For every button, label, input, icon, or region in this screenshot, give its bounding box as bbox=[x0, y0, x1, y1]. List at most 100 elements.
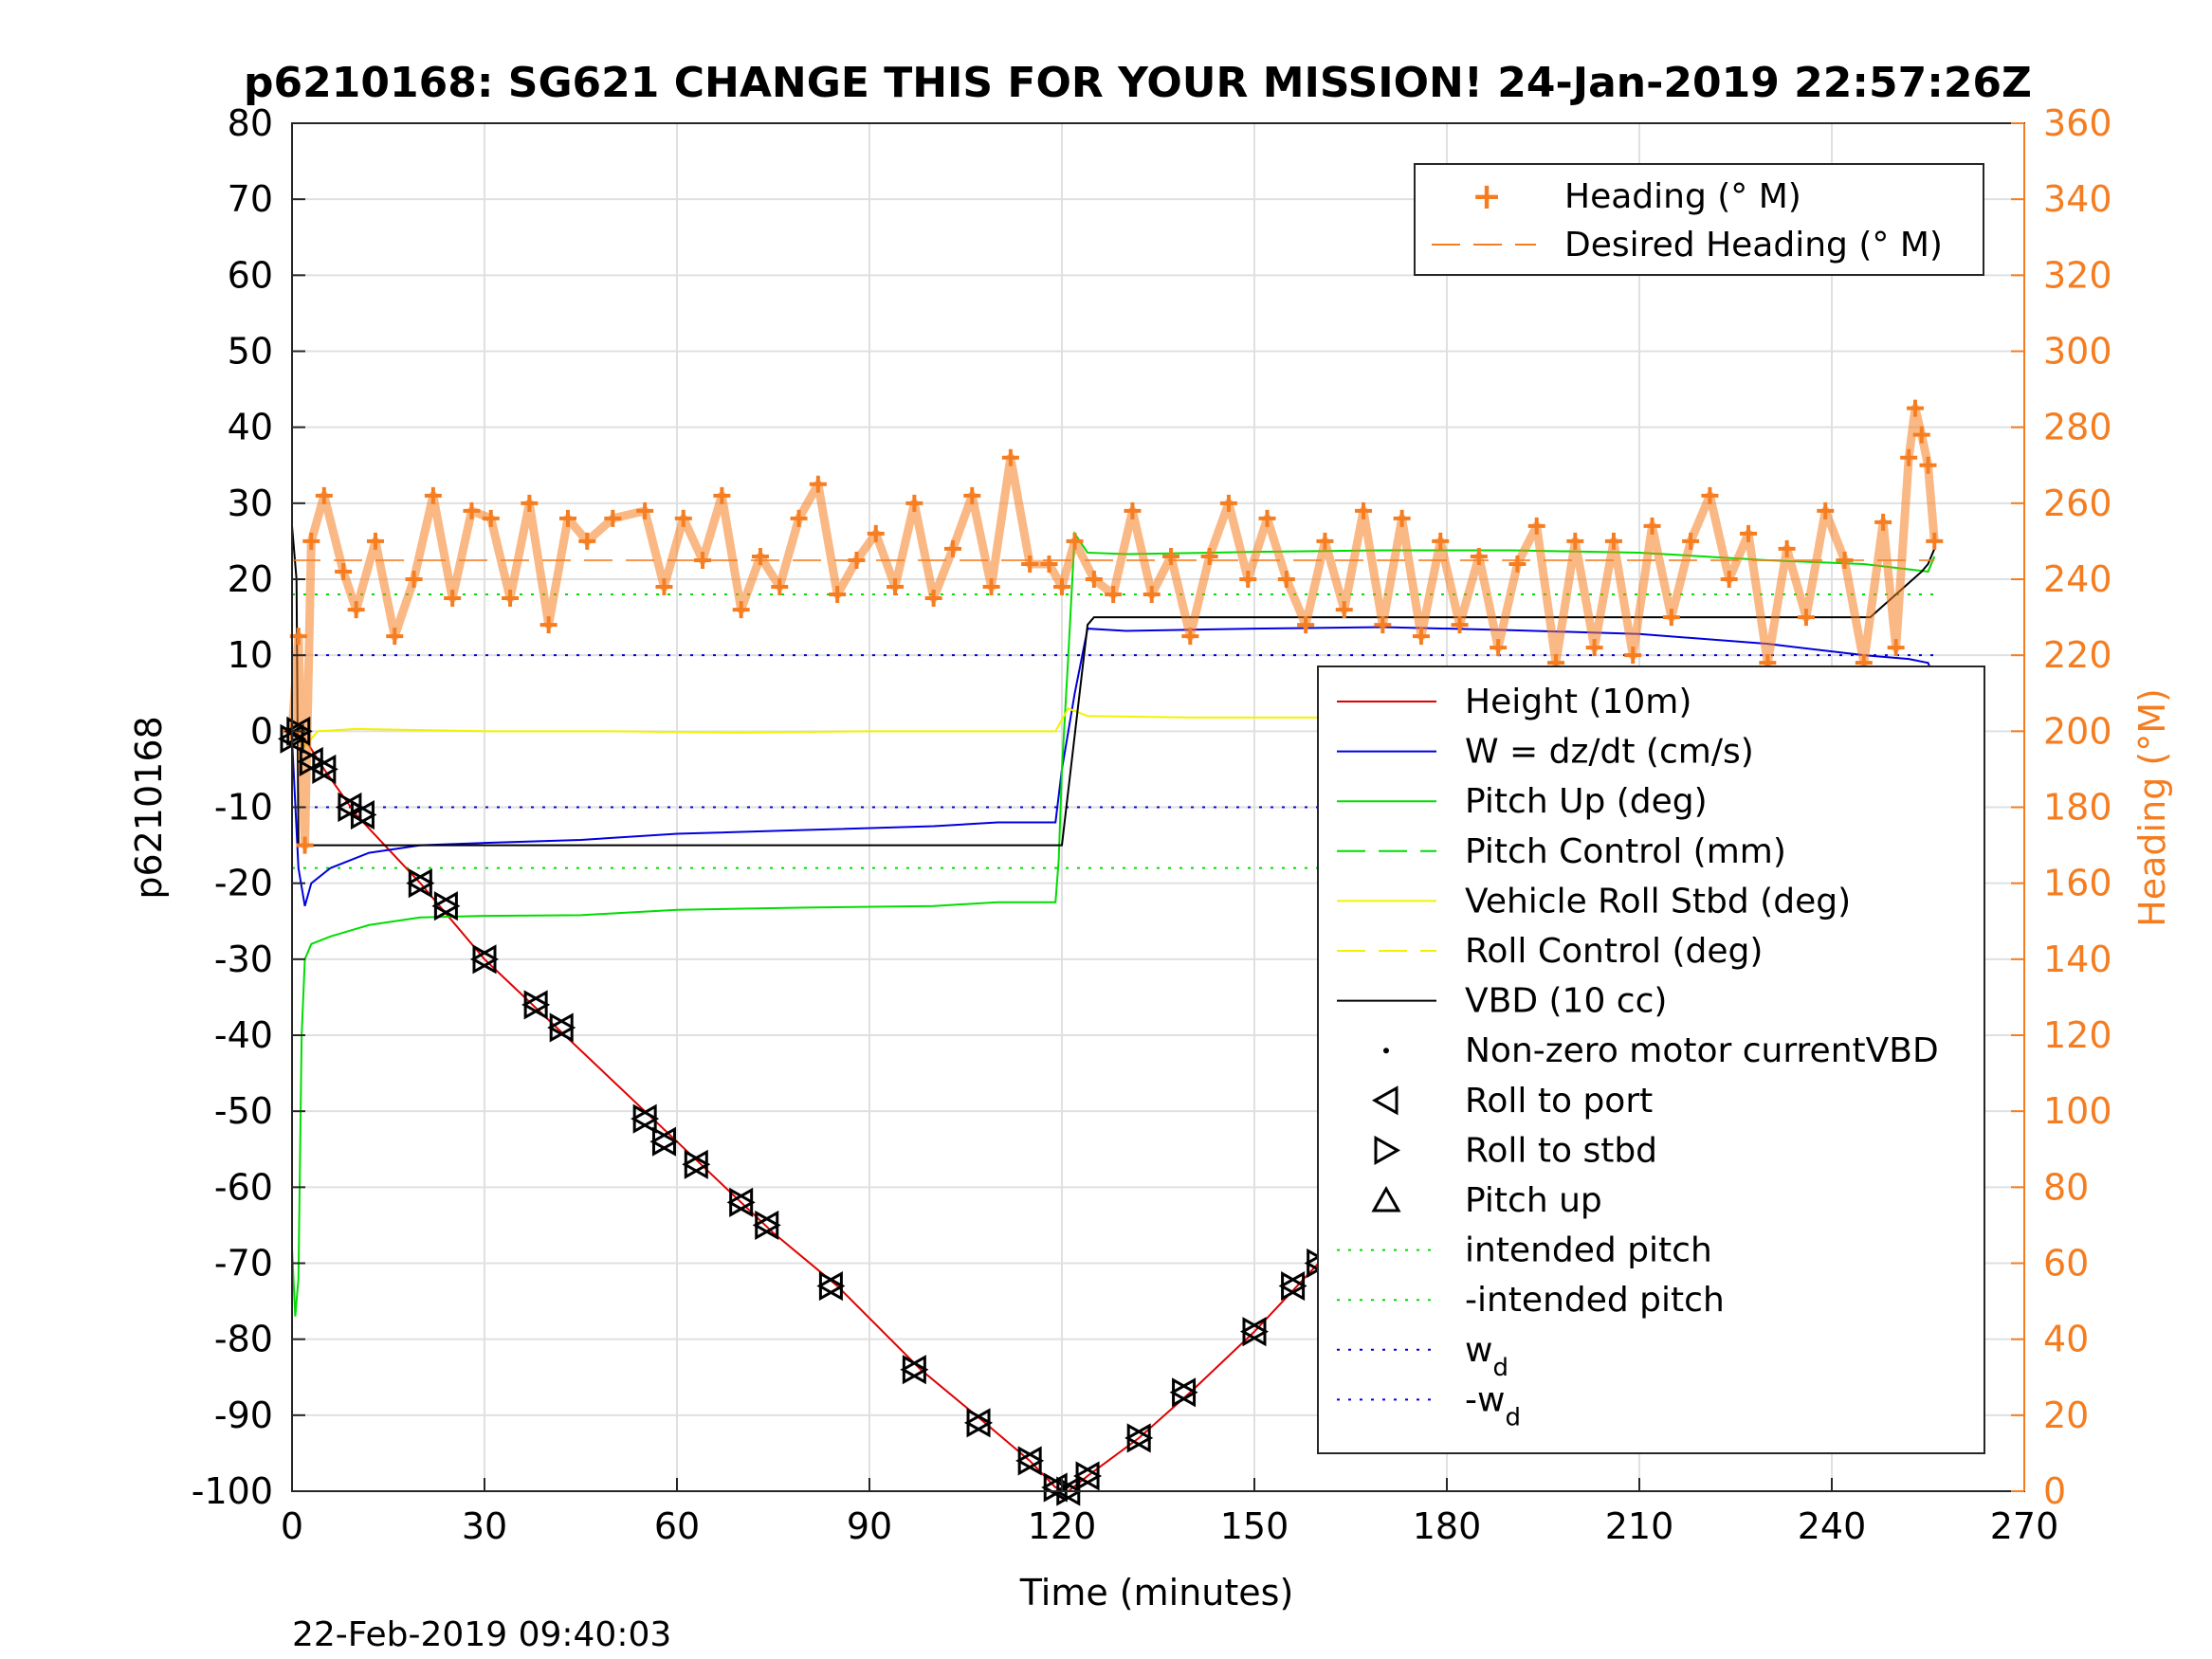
roll-to-stbd-marker bbox=[1242, 1317, 1270, 1347]
x-tick-label: 240 bbox=[1798, 1505, 1867, 1547]
roll-to-stbd-marker bbox=[1281, 1270, 1307, 1302]
y2-tick-label: 80 bbox=[2043, 1166, 2089, 1208]
y-tick-label: 80 bbox=[228, 102, 273, 144]
legend-label: Roll Control (deg) bbox=[1465, 932, 1763, 971]
roll-to-stbd-marker bbox=[651, 1126, 679, 1157]
roll-marker bbox=[521, 990, 551, 1020]
roll-to-stbd-marker bbox=[1043, 1472, 1070, 1503]
legend-swatch bbox=[1374, 1135, 1401, 1165]
y-tick-label: -60 bbox=[214, 1166, 273, 1208]
legend-label: Non-zero motor currentVBD bbox=[1465, 1031, 1939, 1070]
roll-to-stbd-marker bbox=[286, 716, 313, 746]
y-tick-label: 0 bbox=[250, 710, 273, 752]
roll-marker bbox=[431, 891, 461, 921]
legend-entry: Roll to stbd bbox=[1374, 1131, 1657, 1170]
roll-marker bbox=[348, 799, 377, 830]
legend-entry: Pitch Control (mm) bbox=[1337, 832, 1786, 871]
footer-date: 22-Feb-2019 09:40:03 bbox=[292, 1615, 671, 1654]
heading-legend-box bbox=[1414, 163, 1984, 276]
legend-label: Pitch up bbox=[1465, 1181, 1602, 1220]
roll-to-stbd-marker bbox=[1075, 1461, 1103, 1491]
y-axis-label: p6210168 bbox=[128, 716, 170, 899]
roll-marker bbox=[752, 1210, 781, 1240]
y-tick-label: 10 bbox=[228, 634, 273, 676]
legend-entry: Roll Control (deg) bbox=[1337, 932, 1763, 971]
roll-marker bbox=[963, 1408, 994, 1438]
x-tick-label: 90 bbox=[847, 1505, 892, 1547]
roll-to-stbd-marker bbox=[632, 1103, 660, 1134]
legend-label: W = dz/dt (cm/s) bbox=[1465, 733, 1754, 772]
legend-entry: -intended pitch bbox=[1337, 1281, 1725, 1320]
legend-label: -wd bbox=[1465, 1380, 1521, 1431]
y2-axis-ticks: 3603403203002802602402202001801601401201… bbox=[2011, 102, 2112, 1512]
legend-entry: W = dz/dt (cm/s) bbox=[1337, 733, 1754, 772]
roll-to-stbd-marker bbox=[1017, 1446, 1045, 1476]
y-tick-label: -30 bbox=[214, 939, 273, 980]
y2-tick-label: 300 bbox=[2043, 331, 2112, 373]
roll-to-stbd-marker bbox=[1126, 1423, 1154, 1453]
heading-trace bbox=[287, 404, 1939, 850]
y2-tick-label: 0 bbox=[2043, 1470, 2066, 1512]
roll-to-stbd-marker bbox=[472, 944, 500, 975]
legend-entry: Roll to port bbox=[1371, 1082, 1653, 1121]
y-tick-label: 70 bbox=[228, 178, 273, 220]
legend-label: Roll to stbd bbox=[1465, 1131, 1657, 1170]
legend-label: Pitch Up (deg) bbox=[1465, 782, 1708, 821]
chart-title: p6210168: SG621 CHANGE THIS FOR YOUR MIS… bbox=[244, 59, 2032, 107]
heading-legend-label: Heading (° M) bbox=[1564, 177, 1801, 216]
y2-tick-label: 60 bbox=[2043, 1243, 2089, 1285]
y2-tick-label: 140 bbox=[2043, 939, 2112, 980]
y2-tick-label: 320 bbox=[2043, 254, 2112, 296]
legend-entry: Pitch up bbox=[1371, 1181, 1602, 1220]
series-line-pitch-up-deg bbox=[291, 530, 1936, 1317]
main-legend-box bbox=[1317, 665, 1985, 1454]
y2-tick-label: 100 bbox=[2043, 1090, 2112, 1132]
y-tick-label: -40 bbox=[214, 1014, 273, 1056]
y2-tick-label: 260 bbox=[2043, 483, 2112, 524]
y2-tick-label: 120 bbox=[2043, 1014, 2112, 1056]
legend-swatch bbox=[1371, 1085, 1398, 1116]
series-lines bbox=[283, 399, 1944, 1493]
roll-to-stbd-marker bbox=[523, 990, 551, 1020]
x-tick-label: 180 bbox=[1413, 1505, 1482, 1547]
x-tick-label: 120 bbox=[1028, 1505, 1097, 1547]
legend-label: -intended pitch bbox=[1465, 1281, 1725, 1320]
y2-tick-label: 360 bbox=[2043, 102, 2112, 144]
roll-to-stbd-marker bbox=[549, 1012, 576, 1043]
legend-label: intended pitch bbox=[1465, 1231, 1712, 1270]
y2-tick-label: 200 bbox=[2043, 710, 2112, 752]
y-tick-label: 40 bbox=[228, 407, 273, 448]
legend-swatch bbox=[1371, 1185, 1401, 1212]
y2-tick-label: 280 bbox=[2043, 407, 2112, 448]
y-tick-label: -70 bbox=[214, 1243, 273, 1285]
roll-marker bbox=[1124, 1423, 1154, 1453]
roll-marker bbox=[1073, 1461, 1103, 1491]
x-tick-label: 30 bbox=[462, 1505, 507, 1547]
roll-marker bbox=[547, 1012, 576, 1043]
roll-to-stbd-marker bbox=[818, 1270, 846, 1302]
roll-marker bbox=[631, 1103, 660, 1134]
roll-marker bbox=[649, 1126, 679, 1157]
y2-axis-label: Heading (°M) bbox=[2131, 688, 2173, 927]
roll-marker bbox=[1015, 1446, 1045, 1476]
main-legend: Height (10m) W = dz/dt (cm/s) Pitch Up (de… bbox=[1317, 665, 1985, 1454]
y-tick-label: -100 bbox=[192, 1470, 273, 1512]
roll-marker bbox=[900, 1355, 929, 1385]
legend-entry: -wd bbox=[1337, 1380, 1521, 1431]
roll-to-stbd-marker bbox=[350, 799, 377, 830]
roll-to-stbd-marker bbox=[1172, 1377, 1198, 1408]
roll-marker bbox=[682, 1149, 711, 1179]
roll-to-stbd-marker bbox=[433, 891, 461, 921]
y-tick-label: 60 bbox=[228, 254, 273, 296]
legend-label: Roll to port bbox=[1465, 1082, 1653, 1121]
roll-to-stbd-marker bbox=[966, 1408, 994, 1438]
y-tick-label: -20 bbox=[214, 863, 273, 904]
roll-to-stbd-marker bbox=[755, 1210, 781, 1240]
legend-entry: intended pitch bbox=[1337, 1231, 1712, 1270]
y2-tick-label: 40 bbox=[2043, 1319, 2089, 1360]
x-tick-label: 150 bbox=[1220, 1505, 1289, 1547]
roll-marker bbox=[1169, 1377, 1198, 1408]
roll-marker bbox=[406, 868, 435, 899]
heading-legend: + Heading (° M) Desired Heading (° M) bbox=[1414, 163, 1984, 276]
y-tick-label: 50 bbox=[228, 331, 273, 373]
